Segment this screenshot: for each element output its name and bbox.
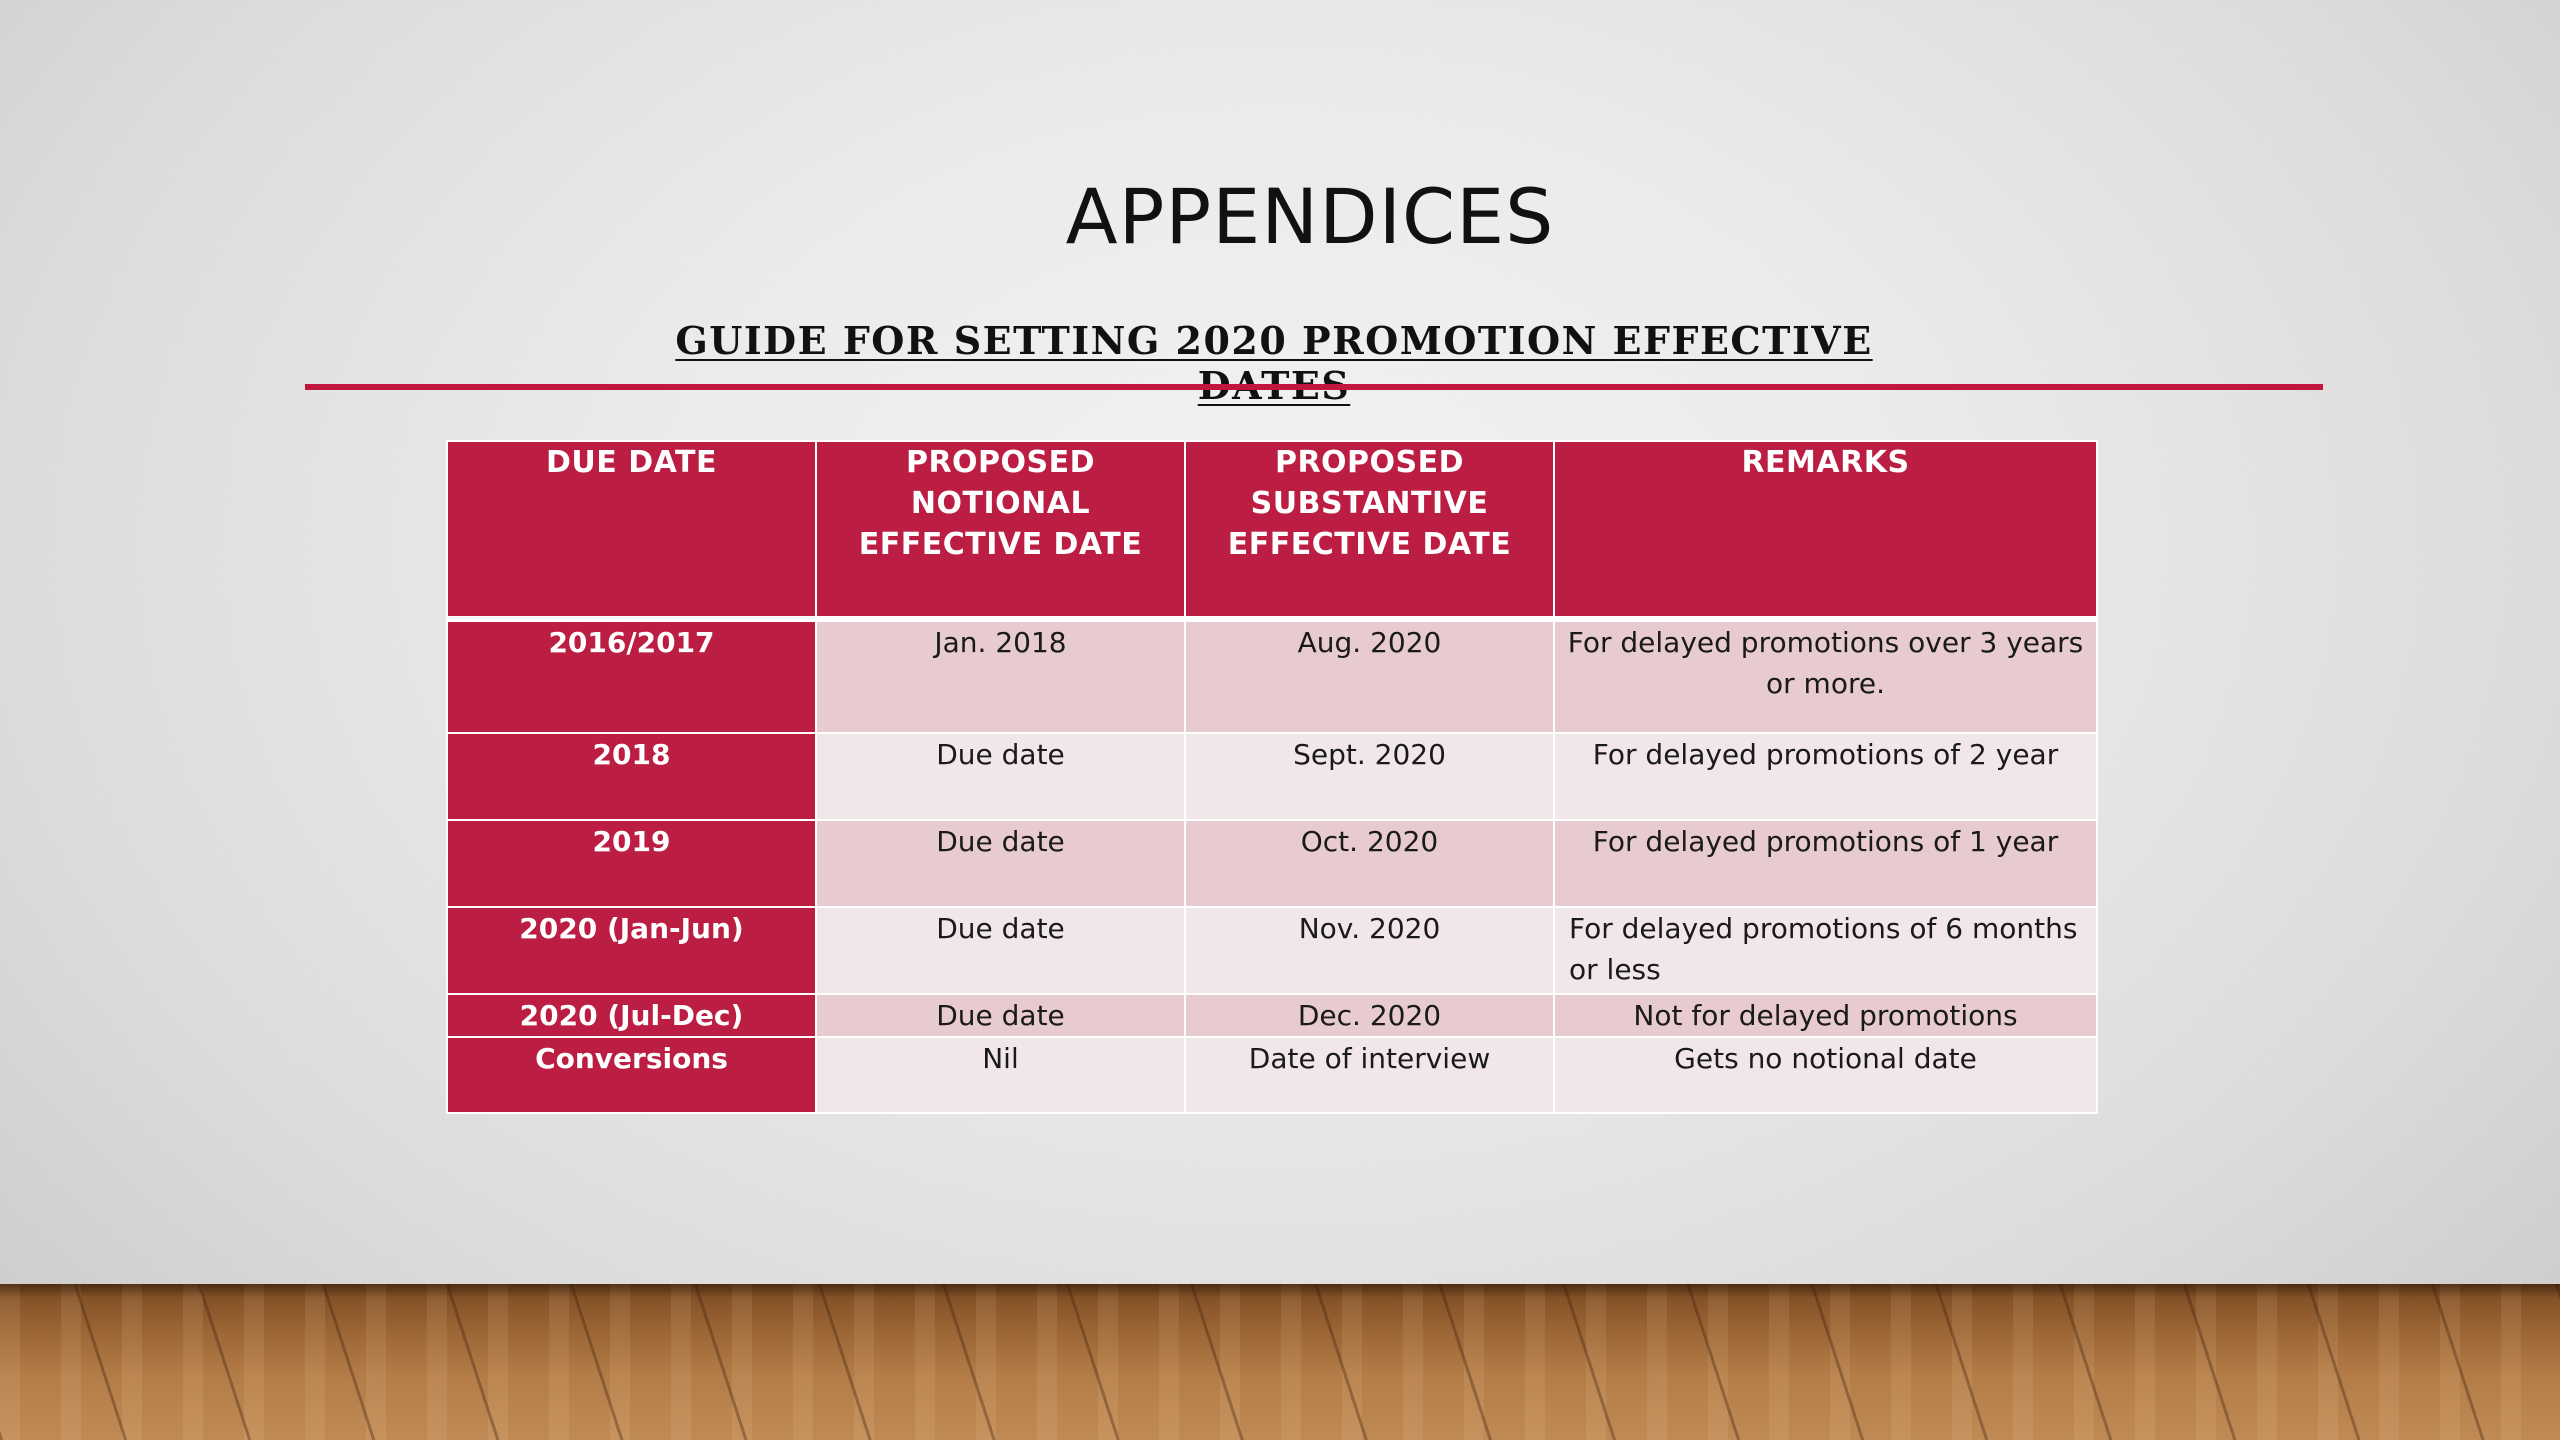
row-notional-date: Jan. 2018: [815, 618, 1186, 734]
row-due-date: Conversions: [446, 1036, 817, 1114]
row-notional-date: Due date: [815, 906, 1186, 995]
slide-title: APPENDICES: [1065, 172, 1555, 261]
row-remarks: Gets no notional date: [1553, 1036, 2098, 1114]
row-substantive-date: Sept. 2020: [1184, 732, 1555, 821]
slide-subtitle: GUIDE FOR SETTING 2020 PROMOTION EFFECTI…: [675, 318, 1873, 408]
row-notional-date: Due date: [815, 993, 1186, 1038]
row-remarks: For delayed promotions over 3 years or m…: [1553, 618, 2098, 734]
row-substantive-date: Aug. 2020: [1184, 618, 1555, 734]
row-notional-date: Nil: [815, 1036, 1186, 1114]
row-notional-date: Due date: [815, 819, 1186, 908]
row-remarks: For delayed promotions of 1 year: [1553, 819, 2098, 908]
header-substantive-date: PROPOSED SUBSTANTIVE EFFECTIVE DATE: [1184, 440, 1555, 620]
floor-shadow: [0, 1284, 2560, 1298]
table-row: 2019 Due date Oct. 2020 For delayed prom…: [446, 819, 2098, 908]
table-header-row: DUE DATE PROPOSED NOTIONAL EFFECTIVE DAT…: [446, 440, 2098, 620]
table-row: 2016/2017 Jan. 2018 Aug. 2020 For delaye…: [446, 618, 2098, 734]
table-row: 2020 (Jan-Jun) Due date Nov. 2020 For de…: [446, 906, 2098, 995]
row-notional-date: Due date: [815, 732, 1186, 821]
header-due-date: DUE DATE: [446, 440, 817, 620]
row-substantive-date: Date of interview: [1184, 1036, 1555, 1114]
row-substantive-date: Nov. 2020: [1184, 906, 1555, 995]
wooden-floor: [0, 1284, 2560, 1440]
row-remarks: Not for delayed promotions: [1553, 993, 2098, 1038]
row-due-date: 2019: [446, 819, 817, 908]
row-due-date: 2016/2017: [446, 618, 817, 734]
table-row: 2018 Due date Sept. 2020 For delayed pro…: [446, 732, 2098, 821]
header-notional-date: PROPOSED NOTIONAL EFFECTIVE DATE: [815, 440, 1186, 620]
row-remarks: For delayed promotions of 6 months or le…: [1553, 906, 2098, 995]
table-row: 2020 (Jul-Dec) Due date Dec. 2020 Not fo…: [446, 993, 2098, 1038]
row-due-date: 2020 (Jul-Dec): [446, 993, 817, 1038]
accent-divider: [305, 384, 2323, 390]
row-due-date: 2018: [446, 732, 817, 821]
header-remarks: REMARKS: [1553, 440, 2098, 620]
table-row: Conversions Nil Date of interview Gets n…: [446, 1036, 2098, 1114]
row-substantive-date: Dec. 2020: [1184, 993, 1555, 1038]
promotion-dates-table: DUE DATE PROPOSED NOTIONAL EFFECTIVE DAT…: [446, 440, 2098, 1114]
row-remarks: For delayed promotions of 2 year: [1553, 732, 2098, 821]
row-substantive-date: Oct. 2020: [1184, 819, 1555, 908]
row-due-date: 2020 (Jan-Jun): [446, 906, 817, 995]
